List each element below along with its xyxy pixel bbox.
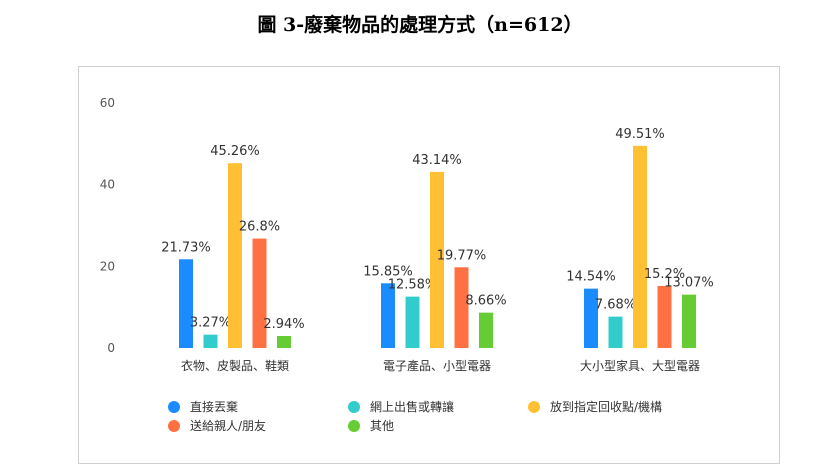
- bar: [479, 312, 493, 348]
- bar: [608, 316, 623, 348]
- legend-item: 送給親人/朋友: [168, 417, 266, 434]
- bar: [405, 296, 420, 348]
- legend-marker-icon: [168, 419, 180, 432]
- bar: [454, 267, 469, 348]
- chart-title: 圖 3-廢棄物品的處理方式（n=612）: [257, 14, 583, 36]
- bar: [381, 283, 395, 348]
- data-label: 2.94%: [263, 317, 304, 332]
- data-label: 15.2%: [644, 267, 685, 282]
- y-tick-label: 20: [100, 259, 115, 273]
- legend-label: 網上出售或轉讓: [370, 400, 455, 414]
- bar: [633, 145, 647, 348]
- bar: [584, 288, 598, 348]
- y-tick-label: 60: [100, 96, 115, 110]
- legend-label: 其他: [370, 419, 395, 433]
- legend-label: 放到指定回收點/機構: [550, 400, 663, 414]
- bar: [252, 238, 267, 348]
- y-tick-label: 40: [100, 178, 115, 192]
- data-label: 19.77%: [437, 248, 487, 263]
- legend-marker-icon: [348, 400, 360, 413]
- bar: [657, 285, 672, 348]
- legend-marker-icon: [168, 400, 180, 413]
- bar: [228, 163, 242, 348]
- data-label: 49.51%: [615, 127, 665, 142]
- data-label: 14.54%: [566, 270, 616, 285]
- legend-item: 網上出售或轉讓: [348, 398, 454, 415]
- data-label: 13.07%: [664, 276, 714, 291]
- legend-item: 直接丟棄: [168, 398, 238, 415]
- data-label: 12.58%: [388, 278, 438, 293]
- bar: [682, 294, 696, 348]
- data-label: 3.27%: [190, 316, 231, 331]
- chart-frame: [78, 66, 780, 464]
- bar: [430, 171, 444, 348]
- data-label: 43.14%: [412, 153, 462, 168]
- category-label: 大小型家具、大型電器: [580, 358, 700, 373]
- legend-item: 放到指定回收點/機構: [528, 398, 662, 415]
- legend-label: 直接丟棄: [190, 400, 239, 414]
- bar: [179, 259, 193, 348]
- data-label: 7.68%: [595, 298, 636, 313]
- data-label: 21.73%: [161, 240, 211, 255]
- legend-marker-icon: [528, 400, 540, 413]
- data-label: 15.85%: [363, 264, 413, 279]
- data-label: 26.8%: [239, 220, 280, 235]
- bar: [277, 335, 291, 348]
- data-label: 8.66%: [465, 294, 506, 309]
- category-label: 電子產品、小型電器: [383, 358, 491, 373]
- legend-item: 其他: [348, 417, 394, 434]
- category-label: 衣物、皮製品、鞋類: [181, 358, 289, 373]
- data-label: 45.26%: [210, 144, 260, 159]
- legend-label: 送給親人/朋友: [190, 419, 267, 433]
- legend-marker-icon: [348, 419, 360, 432]
- bar: [203, 334, 218, 348]
- y-tick-label: 0: [107, 341, 115, 355]
